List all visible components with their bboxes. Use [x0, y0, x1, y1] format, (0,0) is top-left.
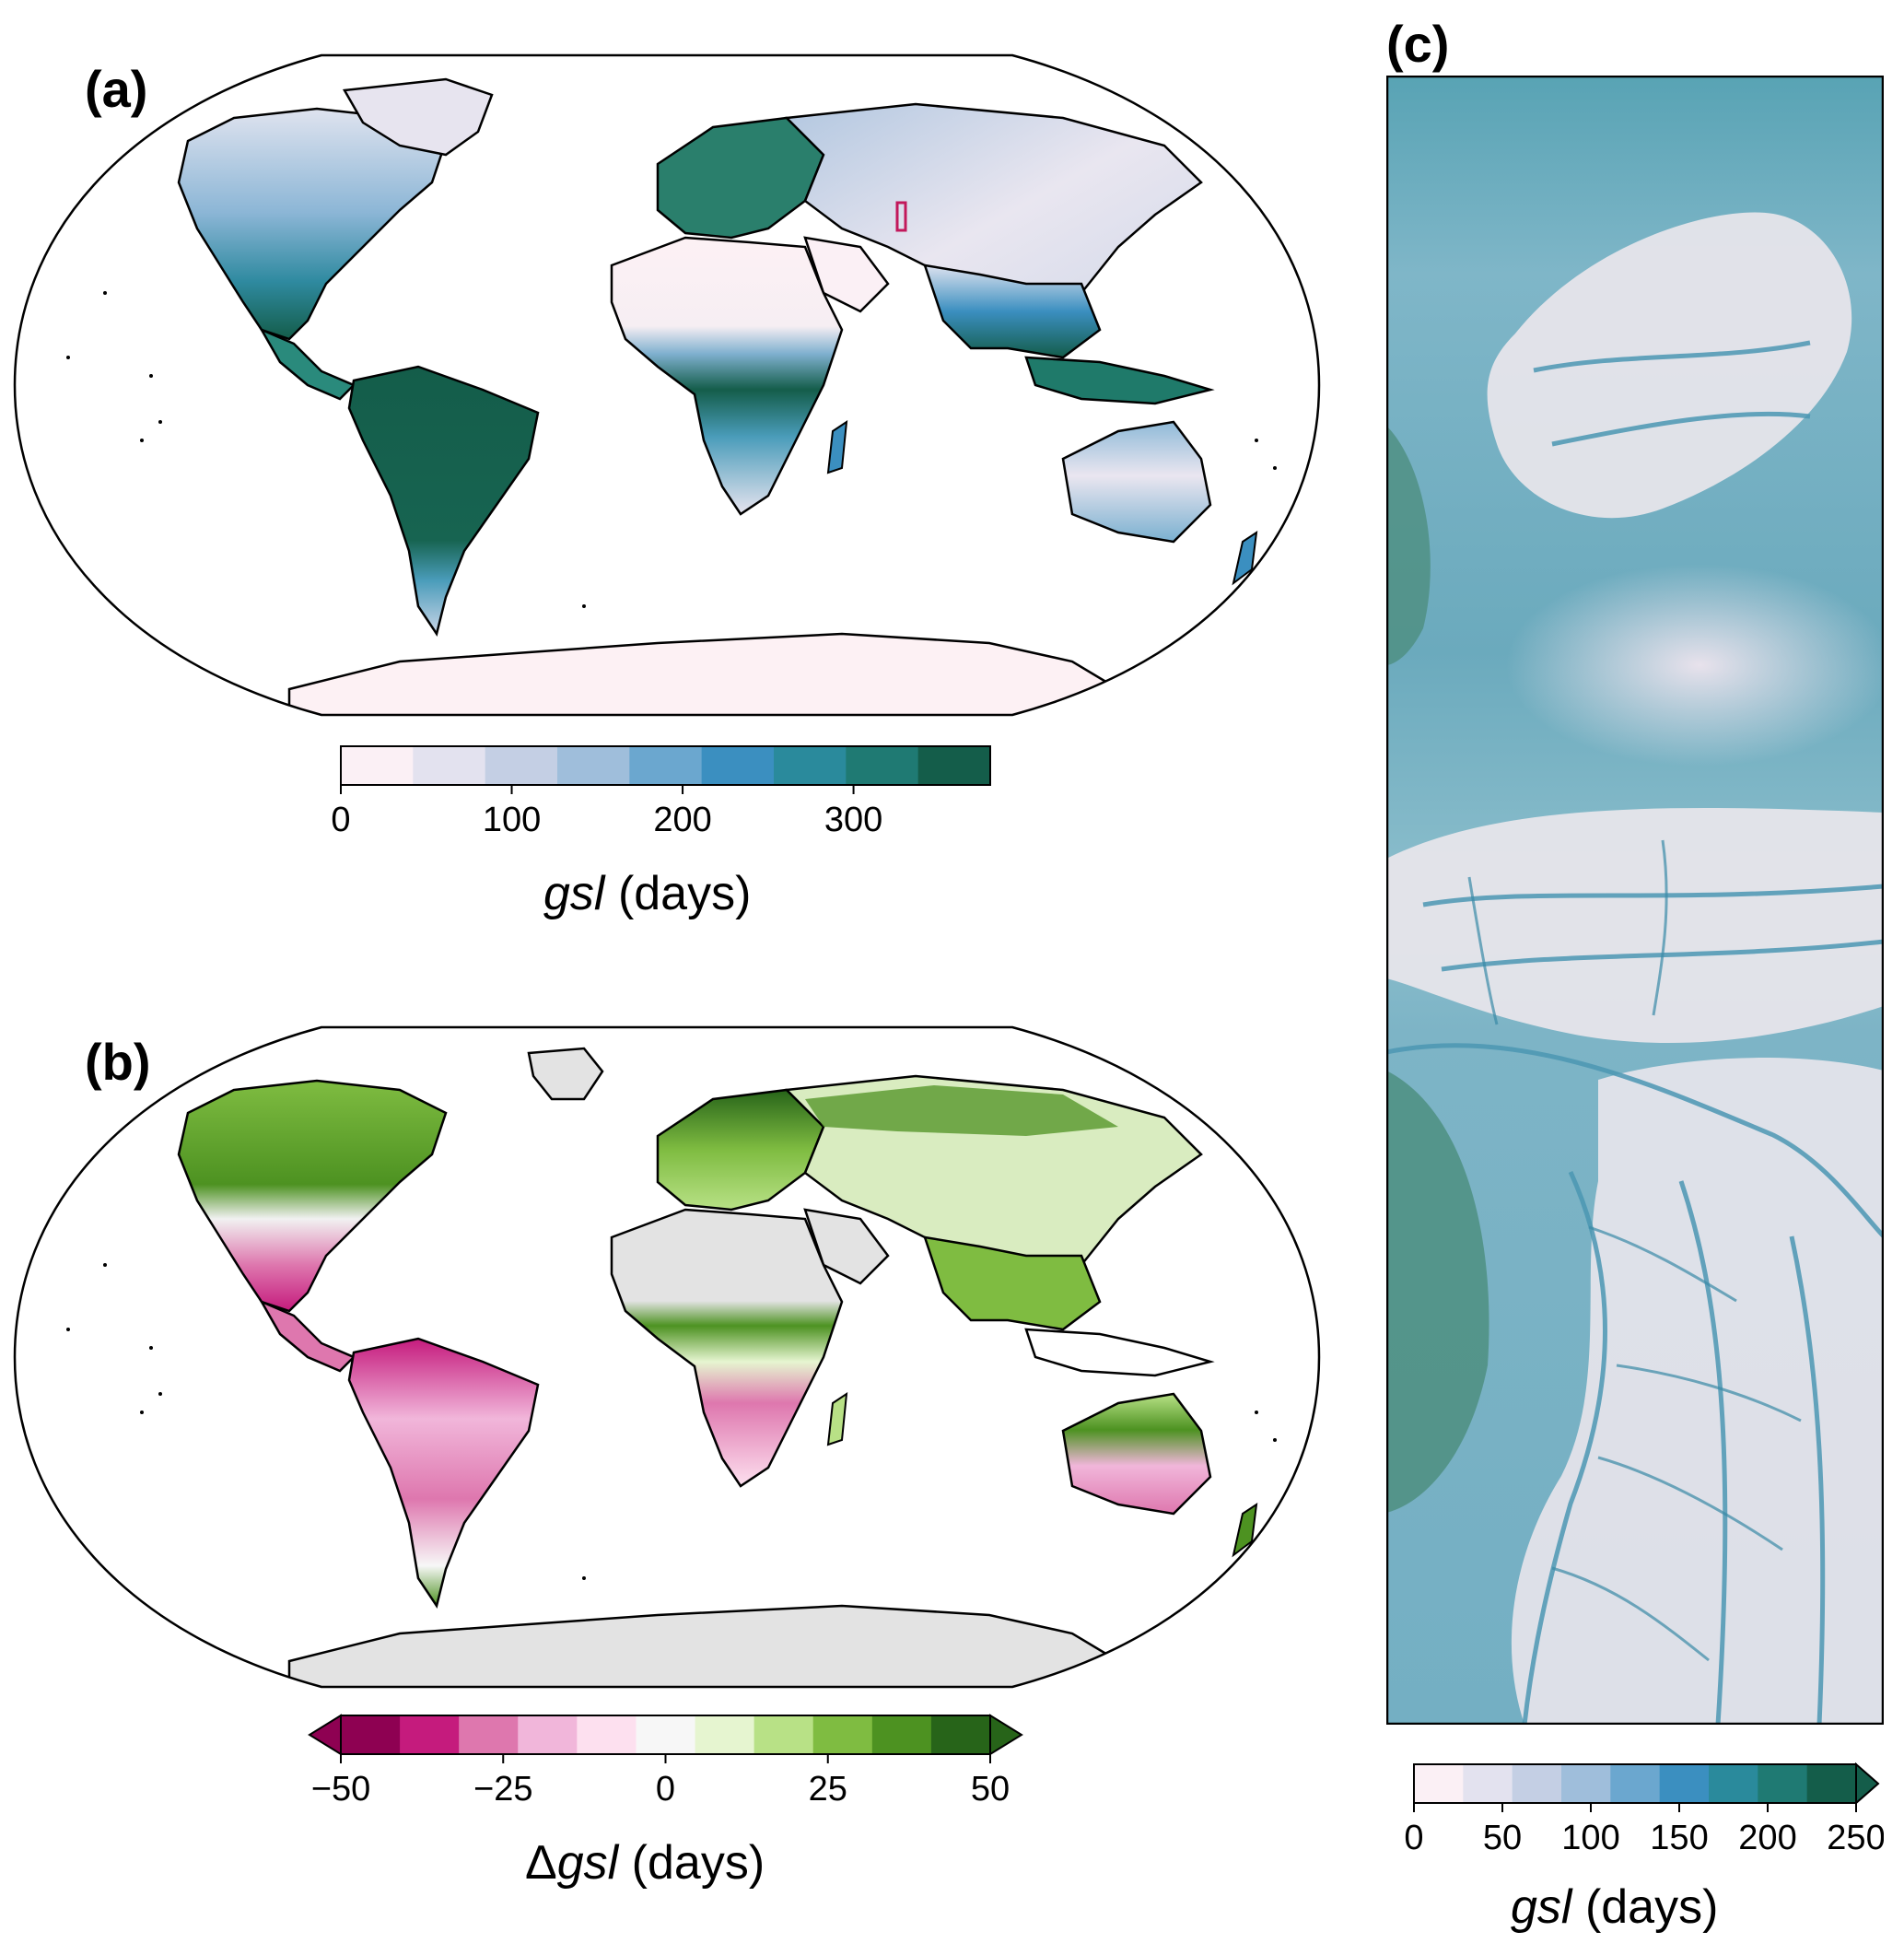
colorbar-b-swatch: [459, 1715, 519, 1754]
colorbar-c-swatch: [1512, 1764, 1562, 1803]
map-b-indonesia: [1024, 1328, 1215, 1377]
colorbar-b-swatch: [518, 1715, 578, 1754]
colorbar-c-swatch: [1414, 1764, 1464, 1803]
map-b-greenland: [527, 1047, 604, 1101]
map-b-antarctica: [287, 1604, 1120, 1687]
panel-b-label: (b): [85, 1033, 151, 1091]
colorbar-b: −50 −25 0 25 50: [308, 1714, 1023, 1808]
map-a-europe: [656, 116, 825, 240]
map-c-range-north: [1487, 212, 1852, 519]
colorbar-b-extend-max: [989, 1714, 1023, 1756]
map-c-lowland-left: [1386, 426, 1431, 665]
map-b-siberia-band: [805, 1085, 1118, 1136]
colorbar-b-tick-label: −50: [311, 1770, 370, 1808]
colorbar-b-tick-label: 50: [971, 1770, 1010, 1808]
colorbar-b-title: Δgsl (days): [525, 1836, 765, 1890]
map-a-africa: [610, 236, 844, 516]
colorbar-a-tick-label: 300: [824, 801, 882, 838]
map-b-europe: [656, 1088, 825, 1212]
map-a-world-gsl: [13, 53, 1321, 717]
colorbar-a-swatch: [557, 746, 630, 785]
colorbar-b-swatch: [753, 1715, 814, 1754]
colorbar-c-frame: [1413, 1763, 1857, 1804]
colorbar-a-title: gsl (days): [543, 867, 752, 920]
map-c-range-central: [1386, 808, 1884, 1043]
map-a-australia: [1061, 420, 1212, 544]
map-b-africa: [610, 1208, 844, 1488]
colorbar-c-tick-label: 250: [1827, 1819, 1884, 1856]
colorbar-a-swatch: [629, 746, 703, 785]
map-b-south-asia: [923, 1235, 1102, 1331]
colorbar-a: 0 100 200 300: [331, 745, 991, 838]
colorbar-b-swatch: [871, 1715, 932, 1754]
panel-c-label: (c): [1386, 15, 1450, 73]
map-a-south-america: [347, 365, 540, 638]
map-b-south-america: [347, 1337, 540, 1610]
colorbar-c-swatch: [1758, 1764, 1808, 1803]
colorbar-c-tick-label: 200: [1738, 1819, 1796, 1856]
colorbar-c-swatch: [1610, 1764, 1661, 1803]
colorbar-a-swatch: [341, 746, 414, 785]
map-a-study-region-box: [895, 201, 907, 232]
colorbar-c: 0 50 100 150 200 250: [1404, 1762, 1884, 1856]
map-a-central-america: [259, 327, 356, 401]
colorbar-c-tick-label: 50: [1483, 1819, 1522, 1856]
colorbar-b-tick-label: 0: [656, 1770, 675, 1808]
colorbar-c-tick-label: 150: [1650, 1819, 1708, 1856]
colorbar-b-swatch: [812, 1715, 873, 1754]
colorbar-b-swatch: [577, 1715, 637, 1754]
map-b-australia: [1061, 1392, 1212, 1516]
colorbar-b-swatch: [341, 1715, 401, 1754]
map-c-regional-gsl: [1386, 76, 1884, 1725]
colorbar-a-swatch: [485, 746, 558, 785]
map-c-range-southeast: [1511, 1058, 1884, 1725]
colorbar-b-swatch: [930, 1715, 991, 1754]
map-a-new-zealand: [1232, 530, 1258, 586]
map-a-madagascar: [826, 419, 848, 474]
map-b-new-zealand: [1232, 1502, 1258, 1558]
map-a-greenland: [342, 77, 494, 157]
colorbar-a-swatch: [774, 746, 847, 785]
map-a-south-asia: [923, 263, 1102, 359]
colorbar-c-title: gsl (days): [1511, 1880, 1719, 1934]
colorbar-c-extend-max: [1855, 1762, 1880, 1806]
colorbar-b-tick-label: 25: [809, 1770, 847, 1808]
colorbar-a-tick-label: 0: [331, 801, 350, 838]
colorbar-c-swatch: [1709, 1764, 1758, 1803]
map-b-central-america: [259, 1299, 356, 1373]
map-a-indonesia: [1024, 356, 1215, 405]
colorbar-a-swatch: [413, 746, 486, 785]
map-c-pale-basin: [1506, 564, 1884, 767]
colorbar-c-tick-label: 0: [1404, 1819, 1423, 1856]
colorbar-b-tick-label: −25: [473, 1770, 532, 1808]
colorbar-b-swatch: [636, 1715, 696, 1754]
colorbar-c-swatch: [1806, 1764, 1857, 1803]
colorbar-a-swatch: [917, 746, 991, 785]
map-b-world-delta-gsl: [13, 1025, 1321, 1689]
colorbar-b-swatch: [400, 1715, 460, 1754]
panel-a-label: (a): [85, 60, 148, 118]
map-c-lowland-southwest: [1386, 1071, 1489, 1513]
colorbar-c-swatch: [1659, 1764, 1710, 1803]
colorbar-b-extend-min: [308, 1714, 342, 1756]
map-b-madagascar: [826, 1391, 848, 1446]
colorbar-b-swatch: [695, 1715, 755, 1754]
colorbar-a-swatch: [846, 746, 919, 785]
map-b-north-america: [177, 1079, 448, 1313]
colorbar-c-tick-label: 100: [1561, 1819, 1619, 1856]
colorbar-c-swatch: [1561, 1764, 1611, 1803]
colorbar-c-swatch: [1463, 1764, 1513, 1803]
colorbar-a-tick-label: 200: [653, 801, 711, 838]
colorbar-a-frame: [340, 745, 991, 786]
colorbar-a-swatch: [701, 746, 775, 785]
colorbar-a-tick-label: 100: [483, 801, 541, 838]
map-a-antarctica: [287, 632, 1120, 715]
